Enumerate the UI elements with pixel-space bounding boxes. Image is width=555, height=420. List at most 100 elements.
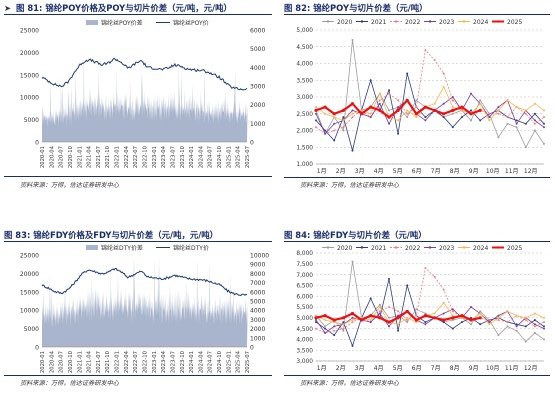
point-2020 bbox=[506, 122, 509, 125]
x-tick-label: 8月 bbox=[450, 365, 460, 372]
y-tick-label: 3,500 bbox=[296, 348, 313, 354]
point-2020 bbox=[533, 331, 536, 334]
point-2025 bbox=[360, 112, 364, 116]
point-2023 bbox=[388, 325, 390, 328]
x-tick-label: 4月 bbox=[374, 365, 384, 372]
x-tick-label: 2023-01 bbox=[152, 351, 158, 373]
point-2020 bbox=[406, 321, 409, 324]
x-tick-label: 2023-04 bbox=[161, 145, 167, 168]
legend-marker-2025 bbox=[496, 20, 500, 23]
point-2023 bbox=[351, 316, 354, 319]
x-tick-label: 9月 bbox=[469, 365, 479, 372]
series-line-2021 bbox=[315, 73, 545, 151]
point-2023 bbox=[388, 122, 390, 125]
point-2022 bbox=[415, 314, 418, 317]
y-tick-label-right: 6000 bbox=[250, 289, 265, 296]
legend-label: 锦纶丝DTY价差 bbox=[101, 244, 143, 252]
point-2024 bbox=[406, 109, 409, 112]
legend-label: 锦纶丝POY价差 bbox=[101, 19, 143, 27]
point-2022 bbox=[415, 106, 418, 109]
y-tick-label: 3,500 bbox=[296, 78, 313, 84]
x-tick-label: 2023-01 bbox=[152, 146, 158, 168]
point-2023 bbox=[515, 325, 518, 328]
point-2023 bbox=[451, 96, 454, 98]
point-2024 bbox=[451, 314, 454, 317]
point-2021 bbox=[543, 325, 545, 328]
x-tick-label: 2023-10 bbox=[180, 145, 186, 168]
y-tick-label-left: 15000 bbox=[20, 72, 39, 79]
x-tick-label: 10月 bbox=[486, 168, 500, 175]
point-2023 bbox=[424, 119, 427, 122]
point-2021 bbox=[470, 316, 472, 319]
point-2022 bbox=[378, 310, 381, 313]
y-tick-label-right: 2000 bbox=[250, 326, 265, 333]
y-tick-label: 4,500 bbox=[296, 45, 313, 51]
x-tick-label: 2025-01 bbox=[226, 146, 232, 168]
point-2023 bbox=[315, 112, 317, 115]
point-2021 bbox=[397, 132, 400, 135]
point-2021 bbox=[388, 277, 390, 280]
point-2025 bbox=[314, 108, 318, 112]
x-tick-label: 2021-07 bbox=[96, 351, 102, 373]
point-2024 bbox=[342, 119, 345, 122]
point-2025 bbox=[405, 98, 409, 102]
x-tick-label: 5月 bbox=[393, 168, 403, 175]
point-2023 bbox=[497, 314, 500, 317]
point-2025 bbox=[396, 316, 400, 320]
x-tick-label: 2021-10 bbox=[105, 145, 111, 168]
source-note: 资料来源：万得，信达证券研发中心 bbox=[20, 182, 119, 189]
panel-title: 图 82: 锦纶POY与切片价差（元/吨） bbox=[284, 3, 428, 13]
point-2025 bbox=[350, 311, 355, 316]
point-2020 bbox=[451, 319, 454, 321]
source-note: 资料来源：万得，信达证券研发中心 bbox=[300, 380, 399, 387]
y-tick-label: 6,000 bbox=[296, 294, 313, 300]
x-tick-label: 2021-01 bbox=[77, 351, 83, 373]
point-2024 bbox=[524, 316, 527, 319]
point-2023 bbox=[315, 319, 317, 321]
x-tick-label: 2025-04 bbox=[236, 350, 242, 373]
x-tick-label: 12月 bbox=[524, 365, 538, 372]
point-2023 bbox=[451, 308, 454, 311]
point-2022 bbox=[315, 126, 317, 129]
point-2023 bbox=[378, 312, 381, 315]
point-2024 bbox=[524, 109, 527, 112]
point-2021 bbox=[533, 319, 536, 321]
legend-marker-2023 bbox=[428, 20, 432, 23]
point-2021 bbox=[315, 321, 317, 324]
y-tick-label-right: 0 bbox=[250, 345, 254, 352]
point-2024 bbox=[460, 316, 463, 319]
legend-marker-2022 bbox=[394, 20, 398, 23]
y-tick-label-left: 10000 bbox=[20, 308, 39, 315]
point-2022 bbox=[488, 112, 491, 115]
y-tick-label: 1,500 bbox=[296, 145, 313, 151]
point-2024 bbox=[369, 319, 372, 321]
legend: 2020 2021 2022 2023 2024 2025 bbox=[322, 19, 522, 26]
point-2024 bbox=[506, 310, 509, 313]
point-2022 bbox=[342, 126, 345, 129]
point-2024 bbox=[479, 312, 482, 315]
chart-fdy-spread-yearly: 3,000 3,500 4,000 4,500 5,000 5,500 6,000 6,500… bbox=[296, 245, 545, 372]
point-2023 bbox=[442, 102, 445, 105]
point-2025 bbox=[433, 108, 437, 112]
x-tick-label: 8月 bbox=[450, 168, 460, 175]
y-tick-label-left: 10000 bbox=[20, 95, 39, 102]
x-tick-label: 2022-07 bbox=[133, 146, 139, 168]
legend-marker-2024 bbox=[462, 20, 466, 23]
point-2022 bbox=[351, 116, 354, 119]
point-2024 bbox=[506, 99, 509, 102]
x-tick-label: 2022-01 bbox=[115, 351, 121, 373]
x-tick-label: 2021-10 bbox=[105, 350, 111, 373]
point-2021 bbox=[342, 321, 345, 324]
point-2020 bbox=[515, 329, 518, 332]
point-2020 bbox=[524, 340, 527, 343]
point-2024 bbox=[342, 323, 345, 326]
point-2024 bbox=[442, 301, 445, 304]
point-2021 bbox=[388, 89, 390, 92]
y-tick-label-right: 3000 bbox=[250, 317, 265, 324]
legend-label: 2020 bbox=[337, 19, 352, 26]
x-tick-label: 2020-01 bbox=[40, 351, 46, 373]
point-2020 bbox=[406, 116, 409, 119]
point-2020 bbox=[351, 260, 354, 263]
y-tick-label-right: 4000 bbox=[250, 65, 265, 72]
spread-area bbox=[42, 53, 248, 143]
